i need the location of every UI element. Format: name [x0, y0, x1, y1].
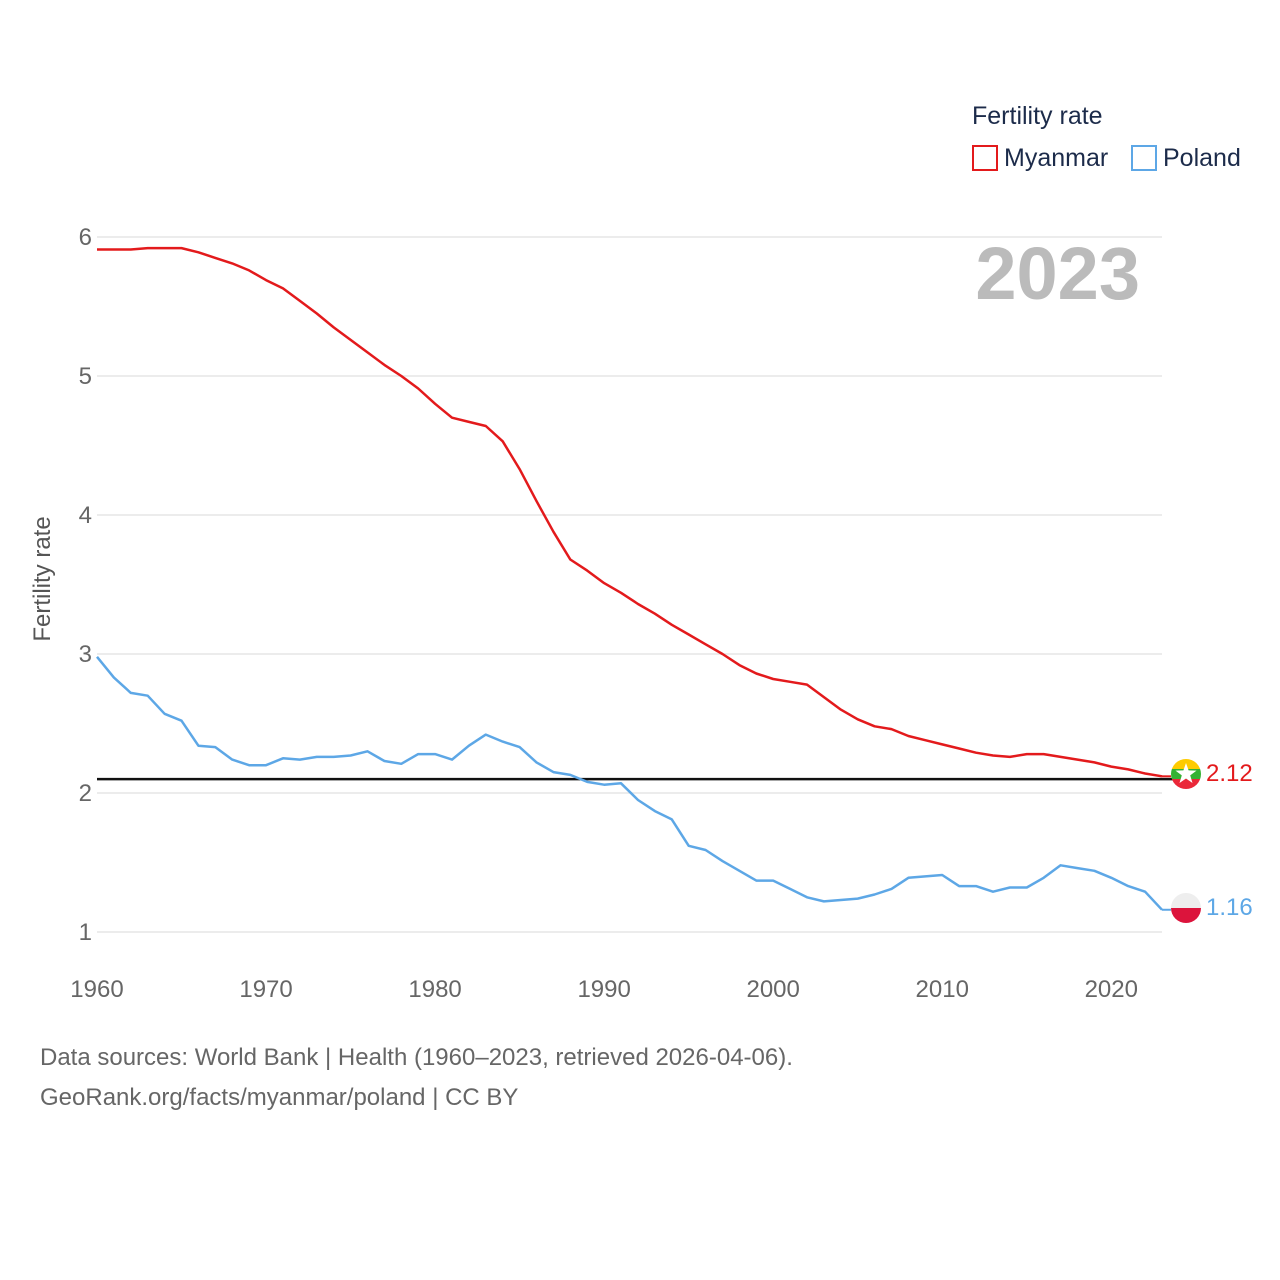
year-label: 2023 [975, 232, 1140, 315]
y-tick-label: 2 [79, 780, 92, 807]
y-tick-label: 6 [79, 224, 92, 251]
x-tick-label: 1960 [70, 976, 123, 1003]
y-tick-label: 5 [79, 363, 92, 390]
legend-label-myanmar: Myanmar [1004, 144, 1108, 172]
x-axis: 1960 1970 1980 1990 2000 2010 2020 [70, 976, 1138, 1003]
source-line-1: Data sources: World Bank | Health (1960–… [40, 1044, 793, 1071]
y-tick-label: 4 [79, 502, 92, 529]
y-axis: 1 2 3 4 5 6 [79, 224, 92, 946]
x-tick-label: 1990 [577, 976, 630, 1003]
series-lines [96, 246, 1171, 911]
x-tick-label: 2010 [916, 976, 969, 1003]
myanmar-flag-icon [1171, 759, 1201, 789]
legend-label-poland: Poland [1163, 144, 1241, 172]
end-label-poland: 1.16 [1206, 894, 1253, 921]
y-tick-label: 1 [79, 919, 92, 946]
legend: Fertility rate Myanmar Poland [972, 102, 1241, 172]
gridlines [97, 236, 1162, 933]
x-tick-label: 1980 [408, 976, 461, 1003]
legend-item-poland[interactable]: Poland [1131, 144, 1241, 172]
line-chart: 1 2 3 4 5 6 1960 1970 1980 1990 2000 2010 2020 Fert… [29, 102, 1253, 1003]
source-line-2: GeoRank.org/facts/myanmar/poland | CC BY [40, 1084, 519, 1111]
x-tick-label: 1970 [239, 976, 292, 1003]
y-tick-label: 3 [79, 641, 92, 668]
poland-flag-icon [1171, 893, 1201, 923]
x-tick-label: 2020 [1085, 976, 1138, 1003]
legend-title: Fertility rate [972, 102, 1103, 130]
y-axis-title: Fertility rate [29, 516, 56, 641]
legend-swatch-myanmar [972, 145, 998, 171]
series-line-myanmar[interactable] [97, 246, 1163, 778]
end-label-myanmar: 2.12 [1206, 760, 1253, 787]
x-tick-label: 2000 [746, 976, 799, 1003]
legend-item-myanmar[interactable]: Myanmar [972, 144, 1108, 172]
series-line-poland[interactable] [96, 656, 1163, 911]
legend-swatch-poland [1131, 145, 1157, 171]
